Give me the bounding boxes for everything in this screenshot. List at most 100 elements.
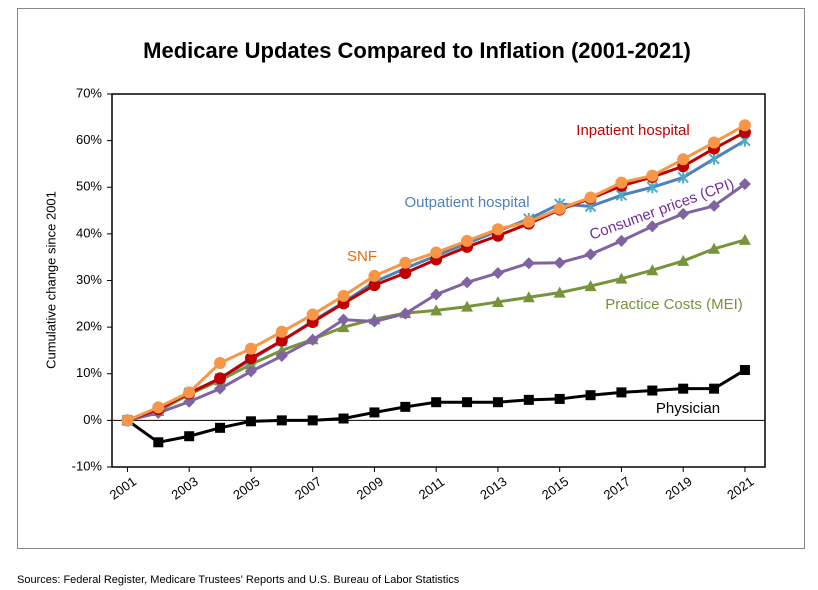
point [738,233,751,245]
series [122,365,750,448]
point [399,256,412,269]
series-label: Practice Costs (MEI) [605,296,743,313]
point [183,395,196,408]
point [709,383,720,394]
point [461,234,474,247]
point [708,242,721,254]
point [368,269,381,282]
point [646,181,659,194]
point [461,276,474,289]
series-label: SNF [347,248,377,265]
point [244,342,257,355]
point [214,372,227,385]
point [399,267,412,280]
series [121,177,751,427]
series [121,119,751,427]
point [152,401,165,414]
series-label: Inpatient hospital [576,122,689,139]
point [677,254,690,266]
point [677,171,689,184]
point [275,350,288,363]
series-label: Physician [656,400,720,417]
y-axis-label: Cumulative change since 2001 [43,191,58,369]
point [431,397,442,408]
point [491,267,504,280]
point [708,136,721,149]
point [337,321,350,333]
y-tick-label: 50% [76,179,102,194]
point [584,280,597,292]
point [553,256,566,269]
series-label: Outpatient hospital [404,194,529,211]
point [646,220,659,233]
point [647,385,658,396]
y-tick-label: 70% [76,85,102,100]
point [522,291,535,303]
point [337,289,350,302]
point [369,407,380,418]
source-note: Sources: Federal Register, Medicare Trus… [17,574,460,586]
point [399,307,412,320]
point [400,401,411,412]
point [646,169,659,182]
point [553,202,566,215]
point [738,177,751,190]
point [646,264,659,276]
point [245,416,256,427]
point [430,288,443,301]
point [491,223,504,236]
point [708,152,720,165]
y-tick-label: 20% [76,319,102,334]
point [184,431,195,442]
point [616,387,627,398]
point [522,257,535,270]
point [677,153,690,166]
y-tick-label: 30% [76,272,102,287]
point [461,300,474,312]
point [153,437,164,448]
point [615,234,628,247]
y-tick-label: 60% [76,132,102,147]
chart-title: Medicare Updates Compared to Inflation (… [143,38,691,63]
point [739,365,750,376]
point [275,334,288,347]
point [306,333,319,346]
point [553,286,566,298]
point [584,248,597,261]
point [584,191,597,204]
point [523,394,534,405]
point [244,365,257,378]
point [522,215,535,228]
point [214,382,227,395]
point [214,357,227,370]
y-tick-label: 10% [76,365,102,380]
point [554,393,565,404]
point [585,390,596,401]
point [337,313,350,326]
point [491,295,504,307]
y-tick-label: -10% [72,458,103,473]
point [215,422,226,433]
point [368,315,381,328]
point [678,383,689,394]
point [677,207,690,220]
point [430,304,443,316]
point [276,415,287,426]
point [430,246,443,259]
point [615,272,628,284]
point [183,386,196,399]
point [306,308,319,321]
point [462,397,473,408]
point [121,414,134,427]
chart-frame [17,8,805,549]
point [368,279,381,292]
point [244,352,257,365]
point [307,415,318,426]
point [708,199,721,212]
point [738,119,751,132]
point [615,176,628,189]
point [338,413,349,424]
y-tick-label: 0% [83,412,102,427]
point [492,397,503,408]
